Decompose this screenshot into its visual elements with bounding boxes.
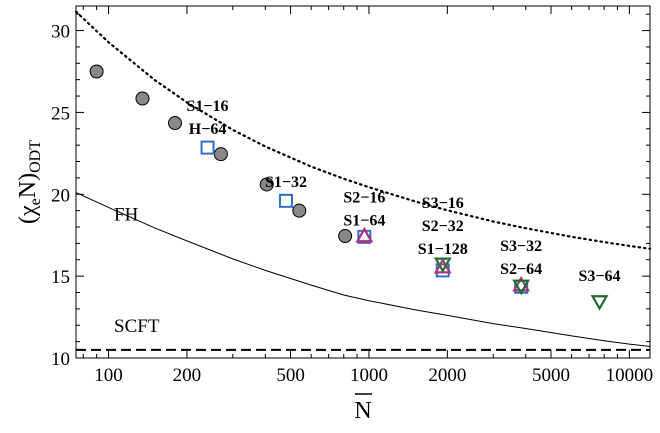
marker-triangle-down-0 (433, 257, 452, 274)
annotation-line: S1−64 (343, 212, 385, 229)
annotation-3: S3−16 S2−32 S1−128 (418, 195, 468, 258)
y-tick-label-4: 30 (51, 22, 70, 43)
curves-layer (74, 10, 652, 351)
marker-triangle-down-2 (590, 295, 609, 311)
annotation-1: S1−32 (265, 174, 307, 191)
y-tick-label-2: 20 (51, 185, 70, 206)
annotation-line: S3−16 (422, 195, 464, 212)
curve-label-fh: FH (114, 204, 139, 225)
plot-frame (75, 5, 651, 359)
marker-triangle-up-2 (512, 275, 531, 292)
marker-square-1 (278, 193, 293, 208)
marker-circle-5 (292, 203, 307, 218)
marker-square-0 (200, 140, 215, 155)
x-axis-label: N (354, 398, 371, 424)
y-label-mid: N) (15, 173, 41, 198)
annotation-line: S2−16 (343, 189, 385, 206)
x-tick-label-5: 5000 (532, 365, 570, 386)
annotation-line: S2−64 (500, 261, 542, 278)
markers-layer (89, 64, 609, 311)
x-tick-label-3: 1000 (350, 365, 388, 386)
annotation-2: S2−16 S1−64 (343, 189, 385, 229)
marker-circle-2 (168, 116, 183, 131)
y-label-sub-odt: ODT (27, 140, 44, 173)
marker-circle-0 (89, 64, 104, 79)
marker-circle-1 (135, 91, 150, 106)
curve-fh (75, 192, 651, 347)
y-label-sub-e: e (27, 198, 44, 205)
annotation-line: S1−32 (265, 174, 307, 191)
annotation-line: S1−128 (418, 241, 468, 258)
x-tick-label-6: 10000 (606, 365, 654, 386)
annotation-line: S2−32 (422, 218, 464, 235)
ticks-layer: 100 200 500 1000 2000 5000 10000 10 15 20 25 30 (51, 6, 653, 386)
annotation-line: S1−16 (187, 98, 229, 115)
marker-circle-3 (213, 147, 228, 162)
x-tick-label-0: 100 (94, 365, 123, 386)
y-tick-label-1: 15 (51, 267, 70, 288)
annotation-line: S3−64 (579, 268, 621, 285)
annotation-line: S3−32 (500, 238, 542, 255)
x-tick-label-4: 2000 (428, 365, 466, 386)
marker-triangle-down-1 (512, 279, 531, 296)
y-axis-label: (χeN)ODT (15, 140, 44, 224)
annotation-4: S3−32 S2−64 (500, 238, 542, 278)
annotation-5: S3−64 (579, 268, 621, 285)
marker-circle-4 (259, 177, 274, 192)
x-tick-label-2: 500 (276, 365, 305, 386)
marker-triangle-up-0 (355, 226, 374, 243)
y-label-main: (χ (15, 205, 41, 224)
x-tick-label-1: 200 (173, 365, 202, 386)
annotation-line: H−64 (189, 121, 227, 138)
annotation-0: S1−16 H−64 (187, 98, 229, 138)
y-tick-label-3: 25 (51, 103, 70, 124)
y-tick-label-0: 10 (51, 349, 70, 370)
labels-layer: FH SCFT S1−16 H−64 S1−32 S2−16 S1−64 S3−16 S2−32… (114, 98, 620, 337)
curve-label-scft: SCFT (114, 316, 160, 337)
marker-circle-6 (338, 229, 353, 244)
